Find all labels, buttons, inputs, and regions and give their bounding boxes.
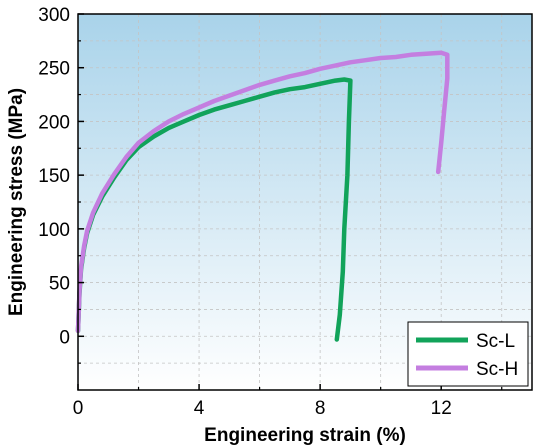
y-axis-label: Engineering stress (MPa) (6, 88, 27, 316)
legend-box (407, 321, 529, 387)
y-tick-label: 150 (38, 166, 70, 187)
y-tick-label: 200 (38, 112, 70, 133)
legend: Sc-L Sc-H (407, 321, 529, 387)
series-line-sc-h (75, 50, 450, 334)
y-tick-label: 250 (38, 59, 70, 80)
y-tick-label: 100 (38, 220, 70, 241)
y-tick-label: 50 (49, 274, 70, 295)
x-axis-label: Engineering strain (%) (204, 425, 406, 446)
legend-label-sc-l: Sc-L (476, 331, 515, 352)
x-tick-label: 0 (73, 398, 84, 419)
x-tick-label: 8 (315, 398, 326, 419)
legend-label-sc-h: Sc-H (476, 359, 518, 380)
x-tick-label: 4 (194, 398, 205, 419)
y-tick-label: 0 (59, 327, 70, 348)
y-tick-label: 300 (38, 5, 70, 26)
ticks: 0 4 8 12 0 50 100 150 200 250 300 (38, 5, 503, 419)
x-tick-label: 12 (431, 398, 452, 419)
series-layer (75, 50, 450, 342)
